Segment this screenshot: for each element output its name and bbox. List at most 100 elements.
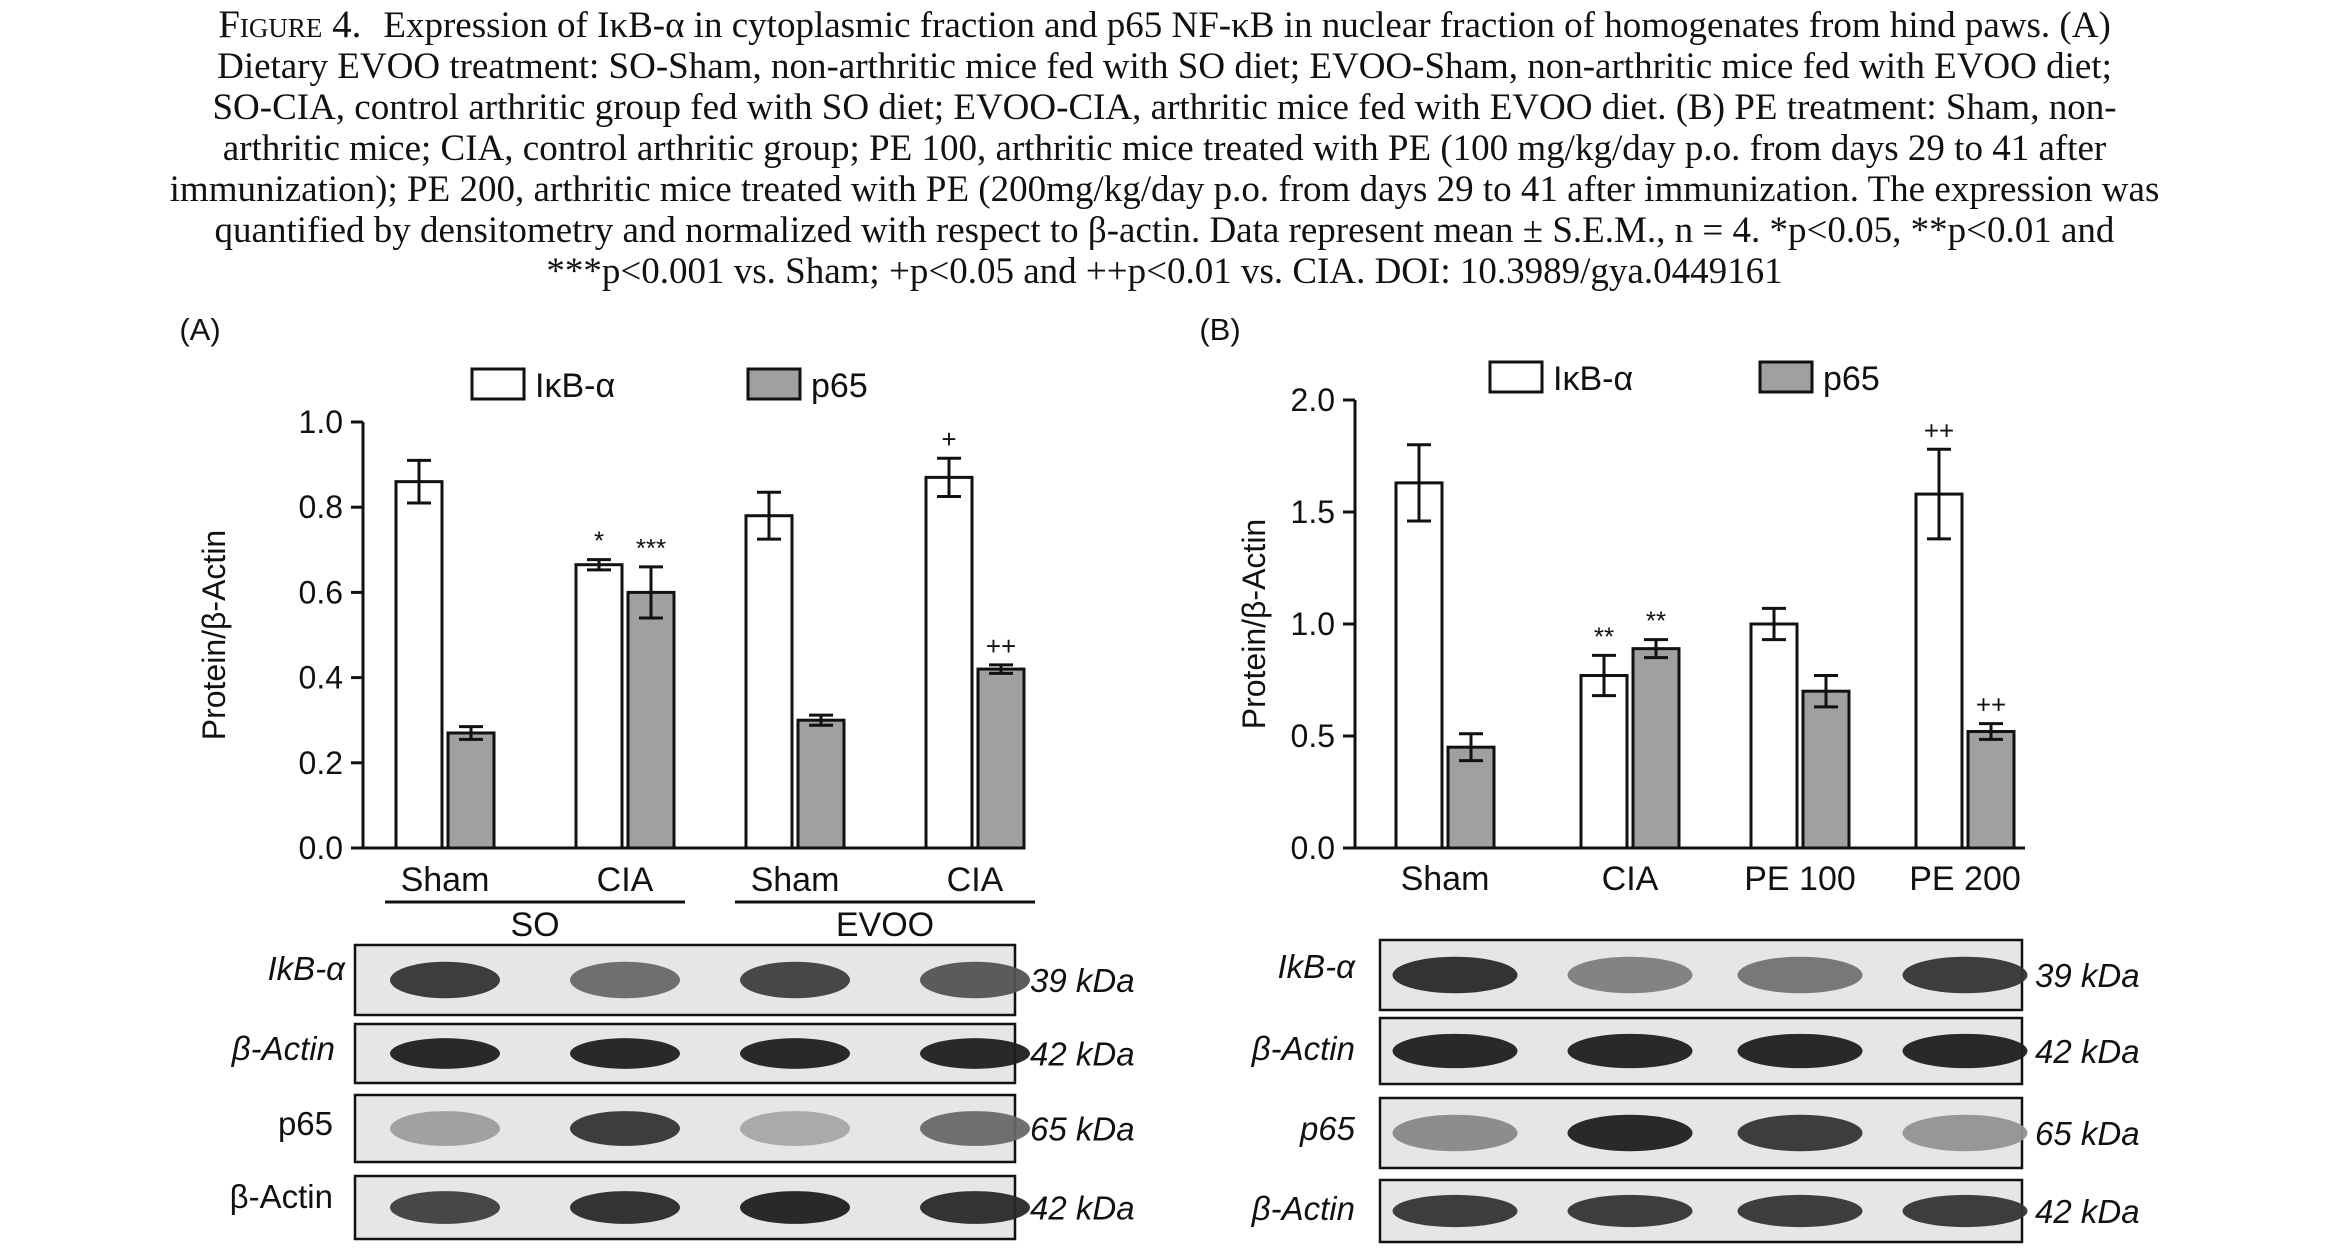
y-tick-label: 1.0 (299, 404, 343, 440)
bar (1966, 730, 2016, 850)
significance-mark: ++ (986, 631, 1016, 661)
blot-band (920, 1111, 1030, 1146)
caption-line: quantified by densitometry and normalize… (214, 210, 2115, 251)
blot-band (1567, 1114, 1693, 1152)
caption-line: Figure 4. Expression of IκB-α in cytoplas… (0, 4, 2329, 46)
bar (1579, 674, 1629, 850)
significance-mark: ++ (1976, 690, 2006, 720)
blot-label: IkB-α (268, 950, 347, 987)
bar (1394, 481, 1444, 850)
blot-band (1902, 1033, 2028, 1069)
blot-band (920, 1191, 1030, 1224)
blot-band (390, 1191, 500, 1224)
blot-band (1737, 1114, 1863, 1152)
y-tick-label: 0.4 (299, 660, 343, 696)
blot-strip: β-Actin 42 kDa (231, 1022, 1135, 1085)
blot-size-label: 65 kDa (1030, 1111, 1135, 1148)
blot-band (1902, 956, 2028, 994)
blot-strip: p65 65 kDa (1299, 1096, 2140, 1170)
bar (796, 718, 846, 850)
y-tick-label: 2.0 (1291, 382, 1335, 418)
blot-band (1392, 956, 1518, 994)
group-label: SO (510, 906, 559, 944)
blot-band (1737, 956, 1863, 994)
legend-swatch (746, 367, 802, 401)
significance-mark: * (594, 526, 604, 556)
blot-band (1737, 1194, 1863, 1228)
blot-label: p65 (278, 1105, 333, 1142)
legend-label: p65 (1823, 360, 1880, 398)
blot-band (920, 1038, 1030, 1069)
blot-size-label: 42 kDa (1030, 1036, 1135, 1073)
y-tick-label: 0.8 (299, 489, 343, 525)
blot-size-label: 65 kDa (2035, 1115, 2140, 1152)
category-label: CIA (947, 861, 1004, 899)
y-tick-label: 1.0 (1291, 606, 1335, 642)
bar (446, 731, 496, 850)
blot-band (920, 961, 1030, 999)
chart-panel-b: (B) 0.0 0.5 1.0 1.5 2.0 Protein/β-Actin IκB-α p6… (1199, 312, 2140, 1244)
blot-band (1567, 956, 1693, 994)
legend-label: p65 (811, 367, 868, 405)
significance-mark: ** (1594, 621, 1614, 651)
blot-size-label: 39 kDa (2035, 957, 2140, 994)
blot-band (570, 1111, 680, 1146)
figure-label: Figure 4. (218, 3, 362, 46)
blot-strip: β-Actin 42 kDa (1251, 1178, 2140, 1244)
legend-swatch (1488, 360, 1544, 394)
significance-mark: ++ (1924, 415, 1954, 445)
legend-label: IκB-α (1553, 360, 1633, 398)
bar (1446, 745, 1496, 850)
blot-band (1392, 1194, 1518, 1228)
figure-caption: Figure 4. Expression of IκB-α in cytoplas… (0, 4, 2329, 292)
caption-line: SO-CIA, control arthritic group fed with… (212, 87, 2117, 128)
category-label: Sham (1401, 860, 1490, 898)
blot-band (740, 1191, 850, 1224)
blot-strip: β-Actin 42 kDa (1251, 1016, 2140, 1086)
panel-label: (B) (1199, 312, 1240, 347)
y-tick-label: 0.0 (299, 830, 343, 866)
y-tick-label: 0.6 (299, 574, 343, 610)
bar (574, 563, 624, 850)
y-tick-label: 1.5 (1291, 494, 1335, 530)
blot-strip: IkB-α 39 kDa (1278, 938, 2140, 1012)
blot-label: β-Actin (231, 1030, 335, 1067)
category-label: CIA (597, 861, 654, 899)
category-label: PE 100 (1744, 860, 1856, 898)
blot-label: IkB-α (1278, 948, 1357, 985)
blot-band (1737, 1033, 1863, 1069)
legend-label: IκB-α (535, 367, 615, 405)
blot-size-label: 42 kDa (1030, 1190, 1135, 1227)
bar (924, 475, 974, 850)
bar (1631, 647, 1681, 850)
legend-swatch (1758, 360, 1814, 394)
blot-band (390, 961, 500, 999)
bar (744, 514, 794, 850)
category-label: Sham (401, 861, 490, 899)
blot-band (1392, 1033, 1518, 1069)
y-tick-label: 0.5 (1291, 718, 1335, 754)
blot-band (390, 1111, 500, 1146)
bar (976, 667, 1026, 850)
blot-band (1902, 1194, 2028, 1228)
blot-band (1392, 1114, 1518, 1152)
blot-band (570, 1038, 680, 1069)
blot-band (1567, 1194, 1693, 1228)
bar (1749, 622, 1799, 850)
blot-band (740, 1111, 850, 1146)
blot-band (1902, 1114, 2028, 1152)
blot-size-label: 42 kDa (2035, 1033, 2140, 1070)
blot-strip: IkB-α 39 kDa (268, 943, 1135, 1017)
significance-mark: + (941, 424, 956, 454)
y-axis-label: Protein/β-Actin (1236, 519, 1272, 729)
y-tick-label: 0.2 (299, 745, 343, 781)
caption-line: Dietary EVOO treatment: SO-Sham, non-art… (217, 46, 2112, 87)
category-label: Sham (751, 861, 840, 899)
blot-strip: β-Actin 42 kDa (230, 1174, 1135, 1241)
blot-label: β-Actin (230, 1178, 333, 1215)
blot-strip: p65 65 kDa (278, 1093, 1135, 1164)
caption-text: Expression of IκB-α in cytoplasmic fract… (383, 5, 2111, 46)
significance-mark: *** (636, 533, 666, 563)
caption-line: ***p<0.001 vs. Sham; +p<0.05 and ++p<0.0… (546, 251, 1783, 292)
